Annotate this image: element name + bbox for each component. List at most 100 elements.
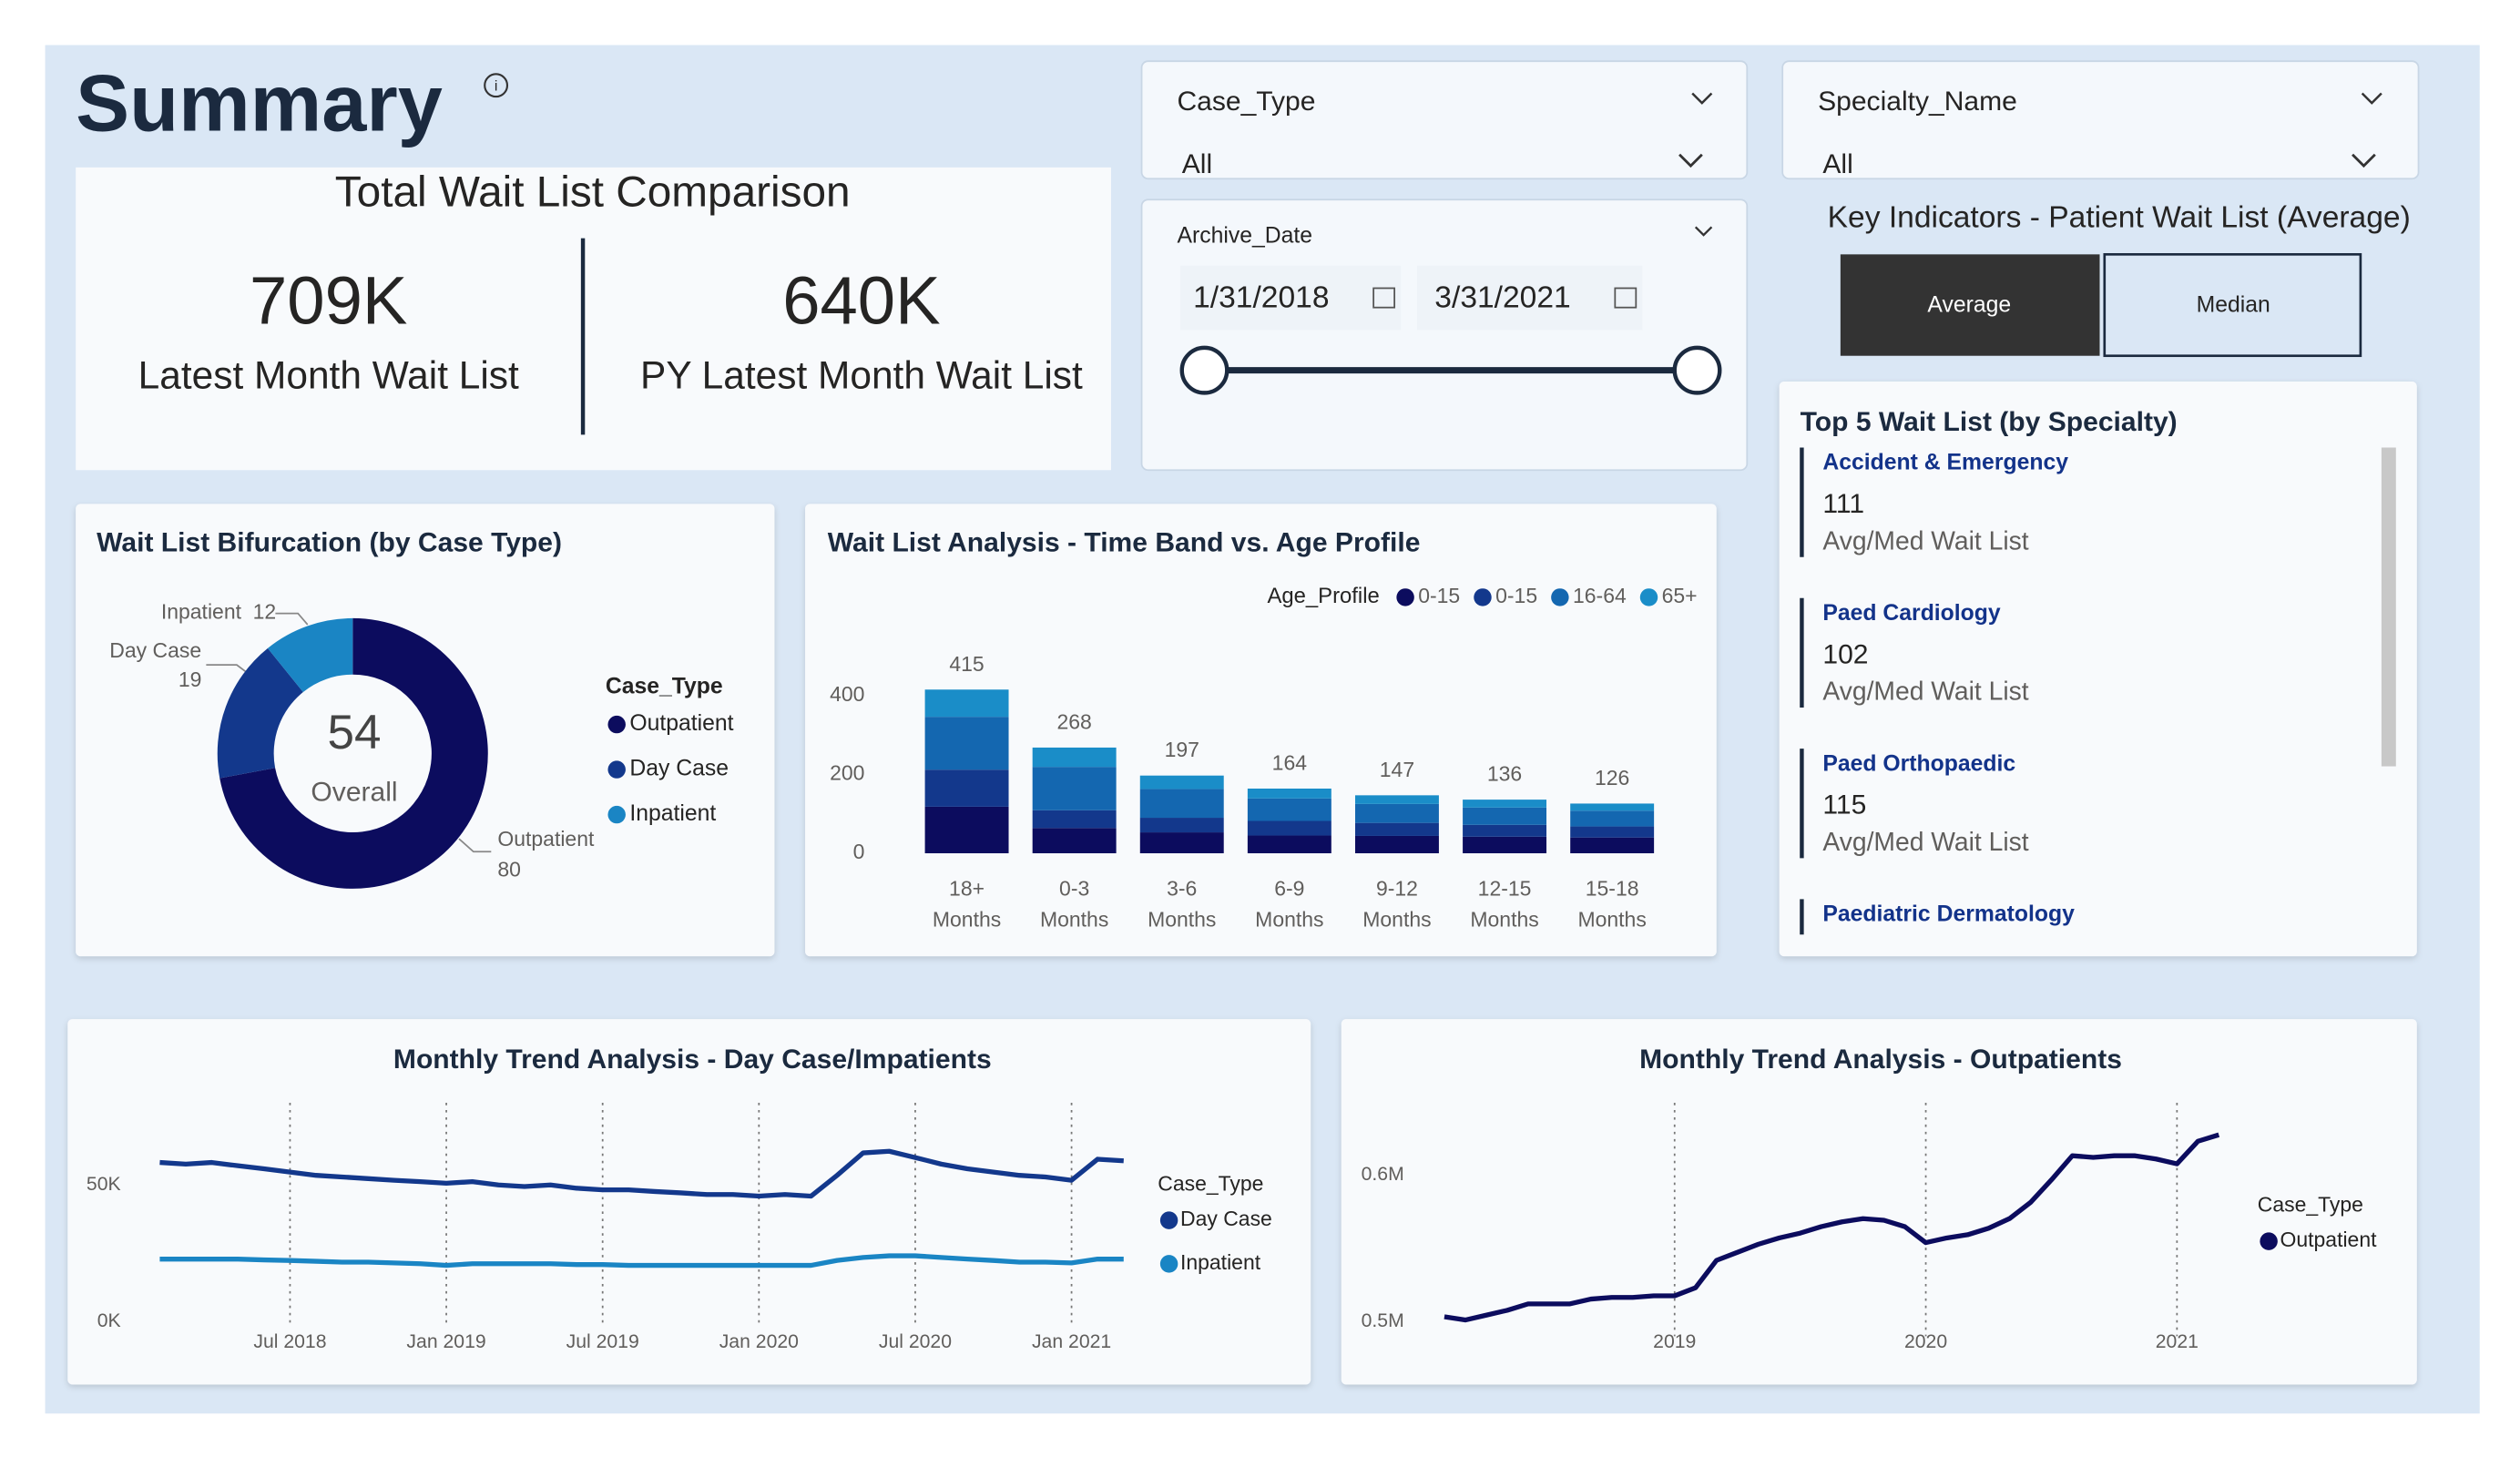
series-line <box>159 1253 1124 1269</box>
line-card <box>67 1019 1311 1385</box>
filter-label: Specialty_Name <box>1818 87 2017 117</box>
kpi-label: Latest Month Wait List <box>138 354 519 397</box>
start-date-box[interactable] <box>1179 265 1402 331</box>
calendar-icon[interactable] <box>1372 287 1396 309</box>
specialty-label: Avg/Med Wait List <box>1822 525 2028 555</box>
legend-marker <box>1396 588 1414 606</box>
chevron <box>1694 226 1713 237</box>
filter-label: Archive_Date <box>1177 223 1312 248</box>
total-label: 415 <box>949 652 984 676</box>
button-label: Average <box>1927 292 2011 317</box>
legend-label: Inpatient <box>1180 1250 1261 1274</box>
specialty-label: Avg/Med Wait List <box>1822 827 2028 856</box>
x-tick-label: Jan 2021 <box>1032 1331 1111 1352</box>
bar-segment <box>1139 832 1224 854</box>
line-card <box>1341 1019 2417 1385</box>
x-tick-label: Jul 2019 <box>566 1331 639 1352</box>
scrollbar[interactable] <box>2381 447 2396 767</box>
total-label: 268 <box>1056 709 1091 733</box>
chart-title: Monthly Trend Analysis - Outpatients <box>1639 1044 2122 1075</box>
x-tick-label: 9-12 Months <box>1362 877 1431 932</box>
info-icon-glyph: i <box>495 79 498 95</box>
legend-marker <box>1551 588 1569 606</box>
bar-segment <box>1139 775 1224 790</box>
bar-segment <box>1570 826 1655 838</box>
center-label: Overall <box>311 778 397 808</box>
chart-title: Wait List Analysis - Time Band vs. Age P… <box>828 528 1421 558</box>
kpi-card <box>76 167 1111 471</box>
legend-label: 16-64 <box>1573 584 1627 607</box>
x-tick-label: 2021 <box>2156 1331 2199 1352</box>
average-button[interactable] <box>1840 254 2100 356</box>
kpi-value: 709K <box>250 263 407 339</box>
legend-title: Case_Type <box>606 674 723 698</box>
bar-segment <box>1463 800 1547 808</box>
x-tick-label: Jan 2020 <box>719 1331 799 1352</box>
x-tick-label: 3-6 Months <box>1148 877 1216 932</box>
chevron[interactable] <box>2352 153 2376 168</box>
bar-segment <box>1247 820 1331 836</box>
specialty-name: Paediatric Dermatology <box>1822 902 2075 927</box>
slider-handle[interactable] <box>1672 345 1722 395</box>
total-label: 164 <box>1272 751 1308 775</box>
donut-slice <box>267 617 353 693</box>
calendar-icon[interactable] <box>1614 287 1637 309</box>
legend-marker <box>2260 1232 2278 1250</box>
legend-marker <box>1474 588 1492 606</box>
chevron[interactable] <box>1678 153 1703 168</box>
total-label: 126 <box>1595 766 1629 790</box>
end-date: 3/31/2021 <box>1434 281 1570 315</box>
median-button[interactable] <box>2103 253 2362 358</box>
donut-slice <box>217 647 303 779</box>
bar-segment <box>1354 803 1439 823</box>
total-label: 136 <box>1487 762 1522 786</box>
start-date: 1/31/2018 <box>1193 281 1329 315</box>
x-tick-label: 2020 <box>1904 1331 1947 1352</box>
legend-marker <box>1159 1255 1178 1273</box>
specialty-filter[interactable] <box>1781 60 2420 180</box>
data-label-name: Day Case <box>109 638 201 662</box>
legend-title: Age_Profile <box>1267 584 1379 608</box>
bar-segment <box>1570 837 1655 854</box>
bar-segment <box>1032 767 1117 810</box>
y-tick-label: 0K <box>97 1310 121 1331</box>
bar-segment <box>1463 824 1547 837</box>
bar-segment <box>1463 836 1547 854</box>
bar-segment <box>1570 810 1655 827</box>
y-tick-label: 400 <box>830 682 864 706</box>
specialty-value: 111 <box>1822 489 1864 519</box>
bar-segment <box>1354 822 1439 836</box>
data-label-name: Inpatient <box>161 600 242 624</box>
kpi-title: Total Wait List Comparison <box>335 168 851 217</box>
total-label: 197 <box>1165 738 1199 761</box>
legend-label: Inpatient <box>629 801 716 826</box>
y-tick-label: 200 <box>830 760 864 784</box>
bar-segment <box>924 806 1009 854</box>
case-type-filter[interactable] <box>1140 60 1749 180</box>
specialty-name: Paed Cardiology <box>1822 601 2001 626</box>
bar-segment <box>924 689 1009 718</box>
bar-segment <box>1032 828 1117 854</box>
legend-marker <box>607 760 626 779</box>
bar-segment <box>1139 789 1224 819</box>
bar-segment <box>1247 835 1331 854</box>
key-indicators-title: Key Indicators - Patient Wait List (Aver… <box>1828 200 2411 234</box>
top5-title: Top 5 Wait List (by Specialty) <box>1801 407 2178 437</box>
bar-segment <box>1463 807 1547 825</box>
end-date-box[interactable] <box>1416 265 1643 331</box>
slider-handle[interactable] <box>1179 345 1229 395</box>
donut-card <box>76 504 775 957</box>
y-tick-label: 0 <box>853 840 865 863</box>
filter-value: All <box>1822 149 1852 179</box>
leader-line <box>458 838 492 853</box>
info-icon[interactable] <box>484 73 509 98</box>
x-tick-label: 0-3 Months <box>1040 877 1108 932</box>
series-line <box>159 1148 1124 1199</box>
legend-label: Day Case <box>629 757 729 781</box>
specialty-name: Paed Orthopaedic <box>1822 751 2015 776</box>
y-tick-label: 50K <box>87 1174 121 1195</box>
data-label-value: 12 <box>253 600 277 624</box>
donut-slice <box>219 617 488 889</box>
x-tick-label: 6-9 Months <box>1255 877 1323 932</box>
